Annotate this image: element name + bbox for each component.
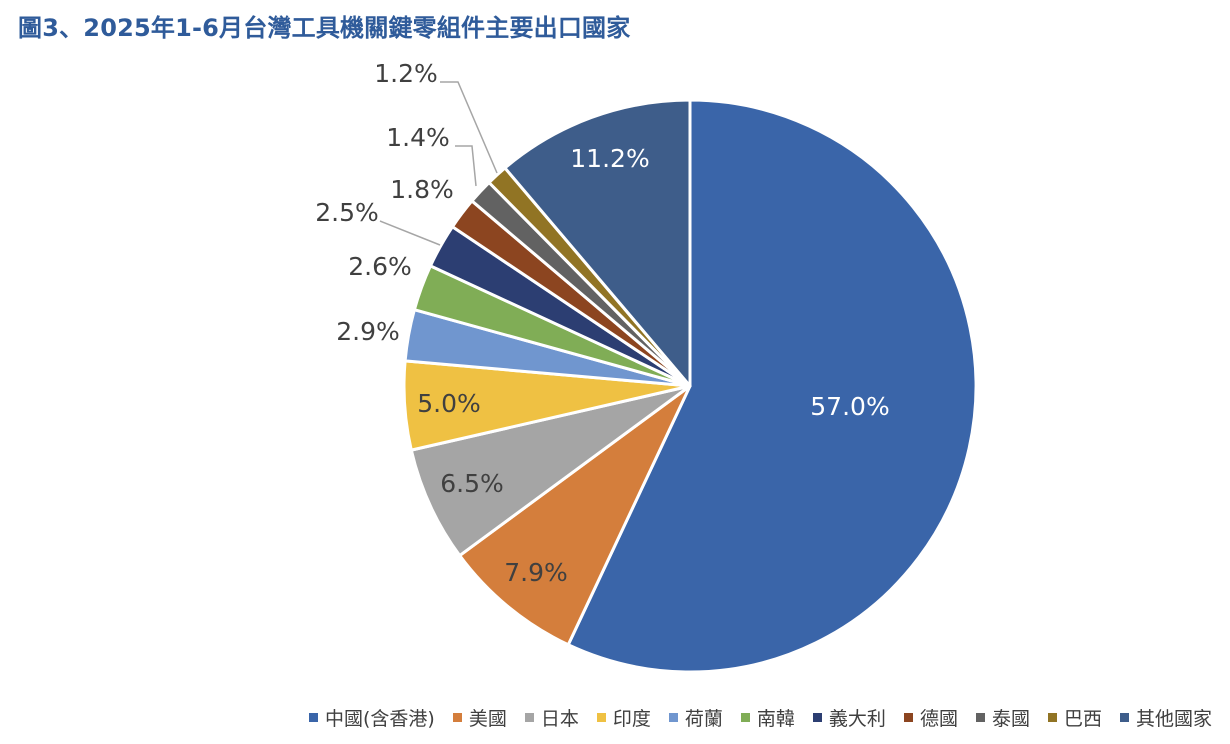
legend-label: 德國	[919, 708, 958, 730]
data-label-0: 57.0%	[810, 392, 889, 421]
pie-slice-1	[458, 384, 692, 647]
chart-title: 圖3、2025年1-6月台灣工具機關鍵零組件主要出口國家	[18, 14, 631, 42]
data-label-5: 2.6%	[348, 252, 412, 281]
legend-swatch	[740, 713, 750, 722]
data-label-6: 2.5%	[315, 198, 379, 227]
legend-item-3: 印度	[596, 704, 651, 731]
data-label-4: 2.9%	[336, 317, 400, 346]
legend-swatch	[309, 713, 319, 722]
legend-swatch	[1119, 713, 1129, 722]
data-label-9: 1.2%	[374, 59, 438, 88]
pie-slices	[402, 98, 978, 674]
pie-chart: 57.0% 7.9% 6.5% 5.0% 2.9% 2.6% 2.5% 1.8% 1.4% 1.2…	[315, 59, 978, 674]
legend-item-1: 美國	[452, 704, 507, 731]
leader-line-6	[379, 220, 441, 246]
legend-label: 泰國	[991, 708, 1030, 730]
legend: 中國(含香港) 美國 日本 印度 荷蘭 南韓 義大利 德國 泰國 巴西 其他國家	[309, 704, 1212, 731]
legend-item-5: 南韓	[740, 704, 795, 731]
legend-item-7: 德國	[903, 704, 958, 731]
data-label-1: 7.9%	[504, 558, 568, 587]
legend-label: 其他國家	[1135, 708, 1212, 730]
legend-label: 南韓	[756, 708, 795, 730]
legend-label: 義大利	[828, 708, 886, 730]
legend-swatch	[524, 713, 534, 722]
data-labels: 57.0% 7.9% 6.5% 5.0% 2.9% 2.6% 2.5% 1.8% 1.4% 1.2…	[315, 59, 889, 587]
legend-swatch	[452, 713, 462, 722]
legend-swatch	[596, 713, 606, 722]
pie-slice-0	[566, 98, 978, 674]
legend-label: 荷蘭	[684, 708, 723, 730]
data-label-8: 1.4%	[386, 123, 450, 152]
legend-item-2: 日本	[524, 704, 579, 731]
data-label-10: 11.2%	[570, 144, 649, 173]
legend-item-4: 荷蘭	[668, 704, 723, 731]
legend-label: 中國(含香港)	[325, 708, 435, 730]
legend-label: 巴西	[1063, 708, 1102, 730]
legend-swatch	[1047, 713, 1057, 722]
legend-label: 美國	[468, 708, 507, 730]
legend-label: 日本	[540, 708, 579, 730]
data-label-7: 1.8%	[390, 175, 454, 204]
legend-item-8: 泰國	[975, 704, 1030, 731]
legend-swatch	[903, 713, 913, 722]
leader-lines	[379, 81, 498, 246]
legend-item-6: 義大利	[812, 704, 886, 731]
legend-swatch	[812, 713, 822, 722]
legend-swatch	[975, 713, 985, 722]
legend-label: 印度	[612, 708, 651, 730]
leader-line-8	[455, 145, 477, 187]
legend-item-9: 巴西	[1047, 704, 1102, 731]
legend-item-10: 其他國家	[1119, 704, 1212, 731]
data-label-2: 6.5%	[440, 469, 504, 498]
leader-line-9	[440, 81, 498, 174]
legend-item-0: 中國(含香港)	[309, 704, 435, 731]
data-label-3: 5.0%	[417, 389, 481, 418]
pie-slice-2	[409, 384, 692, 558]
legend-swatch	[668, 713, 678, 722]
pie-slice-10	[503, 98, 692, 388]
